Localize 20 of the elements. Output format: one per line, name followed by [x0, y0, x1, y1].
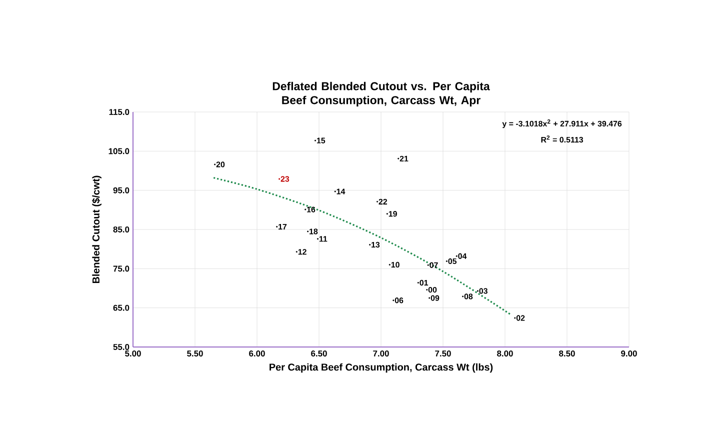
x-tick-label: 7.00 — [373, 350, 389, 356]
y-tick-label: 85.0 — [113, 226, 130, 232]
y-tick-label: 75.0 — [113, 266, 130, 272]
y-axis-title: Blended Cutout ($/cwt) — [92, 176, 102, 284]
x-axis-title: Per Capita Beef Consumption, Carcass Wt (lbs) — [270, 363, 493, 373]
y-tick-label: 115.0 — [109, 109, 130, 115]
x-tick-label: 6.00 — [249, 350, 265, 356]
y-tick-label: 95.0 — [113, 187, 130, 194]
x-tick-label: 8.50 — [559, 350, 575, 356]
x-tick-label: 5.00 — [125, 350, 141, 356]
chart-title: Deflated Blended Cutout vs. Per Capita Beef Consumption, Carcass Wt, Apr — [272, 82, 490, 106]
y-tick-label: 105.0 — [108, 148, 130, 154]
x-tick-label: 9.00 — [621, 350, 637, 356]
x-tick-label: 7.50 — [435, 350, 451, 356]
y-tick-label: 55.0 — [113, 344, 130, 350]
line-series — [212, 176, 512, 316]
y-tick-label: 65.0 — [113, 304, 130, 311]
x-tick-label: 8.00 — [497, 350, 513, 356]
x-tick-label: 5.50 — [187, 350, 203, 356]
x-tick-label: 6.50 — [311, 350, 327, 356]
